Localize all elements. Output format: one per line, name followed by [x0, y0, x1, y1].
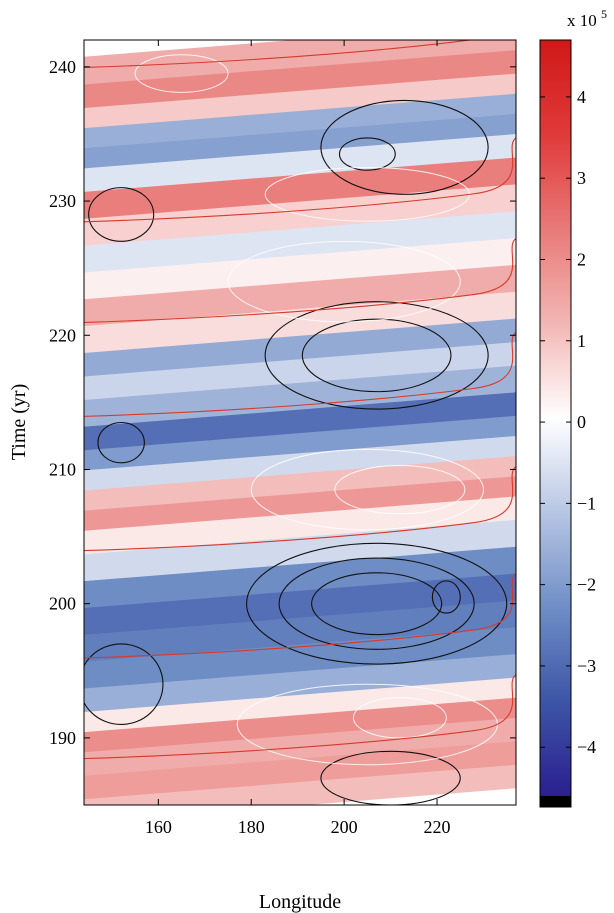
y-tick-label: 230: [49, 191, 76, 211]
colorbar-frame: [539, 39, 572, 808]
colorbar-tick-label: −3: [577, 656, 596, 676]
zero-contour: [84, 237, 516, 323]
positive-contour: [250, 448, 484, 531]
negative-contour: [338, 137, 396, 171]
colorbar-tick-label: 2: [577, 249, 586, 269]
colorbar-gradient: [540, 40, 571, 796]
colorbar-tick-label: −2: [577, 575, 596, 595]
x-axis-label: Longitude: [259, 891, 341, 913]
y-axis-ticks: 190 200 210 220 230 240: [49, 57, 516, 748]
negative-contour: [311, 572, 443, 636]
contour-lines: [84, 40, 516, 805]
colorbar-tick-label: 4: [577, 87, 586, 107]
zero-contour: [84, 466, 516, 552]
colorbar-tick-label: −1: [577, 493, 596, 513]
y-tick-label: 190: [49, 728, 76, 748]
negative-contour: [97, 421, 145, 464]
colorbar-tick-label: 1: [577, 331, 586, 351]
zero-contour: [84, 40, 475, 68]
colorbar-multiplier-base: x 10: [567, 11, 597, 30]
zero-contour: [84, 331, 516, 417]
zero-contour: [84, 573, 516, 659]
x-axis-ticks: 160 180 200 220: [145, 40, 451, 837]
x-tick-label: 180: [238, 817, 265, 837]
negative-contour: [246, 542, 508, 665]
heatmap-plot: [84, 40, 516, 805]
negative-contour: [320, 99, 489, 195]
positive-contour: [227, 240, 461, 323]
y-tick-label: 220: [49, 325, 76, 345]
y-tick-label: 200: [49, 594, 76, 614]
y-tick-label: 240: [49, 57, 76, 77]
negative-contour: [84, 643, 164, 726]
colorbar-multiplier-exponent: 5: [601, 7, 607, 21]
colorbar: −4 −3 −2 −1 0 1 2 3 4 x 10 5: [539, 7, 607, 808]
x-tick-label: 220: [424, 817, 451, 837]
colorbar-tick-label: 3: [577, 168, 586, 188]
heatmap-bands: [84, 40, 516, 805]
colorbar-multiplier: x 10 5: [567, 7, 607, 30]
positive-contour: [334, 464, 466, 515]
negative-contour: [278, 557, 475, 650]
zero-contour: [84, 674, 516, 760]
plot-frame: [83, 39, 517, 806]
y-tick-label: 210: [49, 459, 76, 479]
negative-contour: [301, 318, 452, 393]
y-axis-label: Time (yr): [8, 384, 30, 460]
heatmap-cell: [84, 40, 516, 85]
x-tick-label: 200: [331, 817, 358, 837]
negative-contour: [431, 580, 461, 614]
positive-contour: [134, 54, 229, 93]
colorbar-tick-label: 0: [577, 412, 586, 432]
colorbar-tick-label: −4: [577, 737, 596, 757]
negative-contour: [88, 187, 155, 242]
colorbar-low-cap: [540, 796, 571, 807]
positive-contour: [352, 697, 447, 739]
zero-contour: [84, 137, 516, 223]
negative-contour: [320, 750, 461, 805]
x-tick-label: 160: [145, 817, 172, 837]
negative-contour: [264, 301, 489, 410]
colorbar-ticks: −4 −3 −2 −1 0 1 2 3 4: [540, 87, 596, 757]
